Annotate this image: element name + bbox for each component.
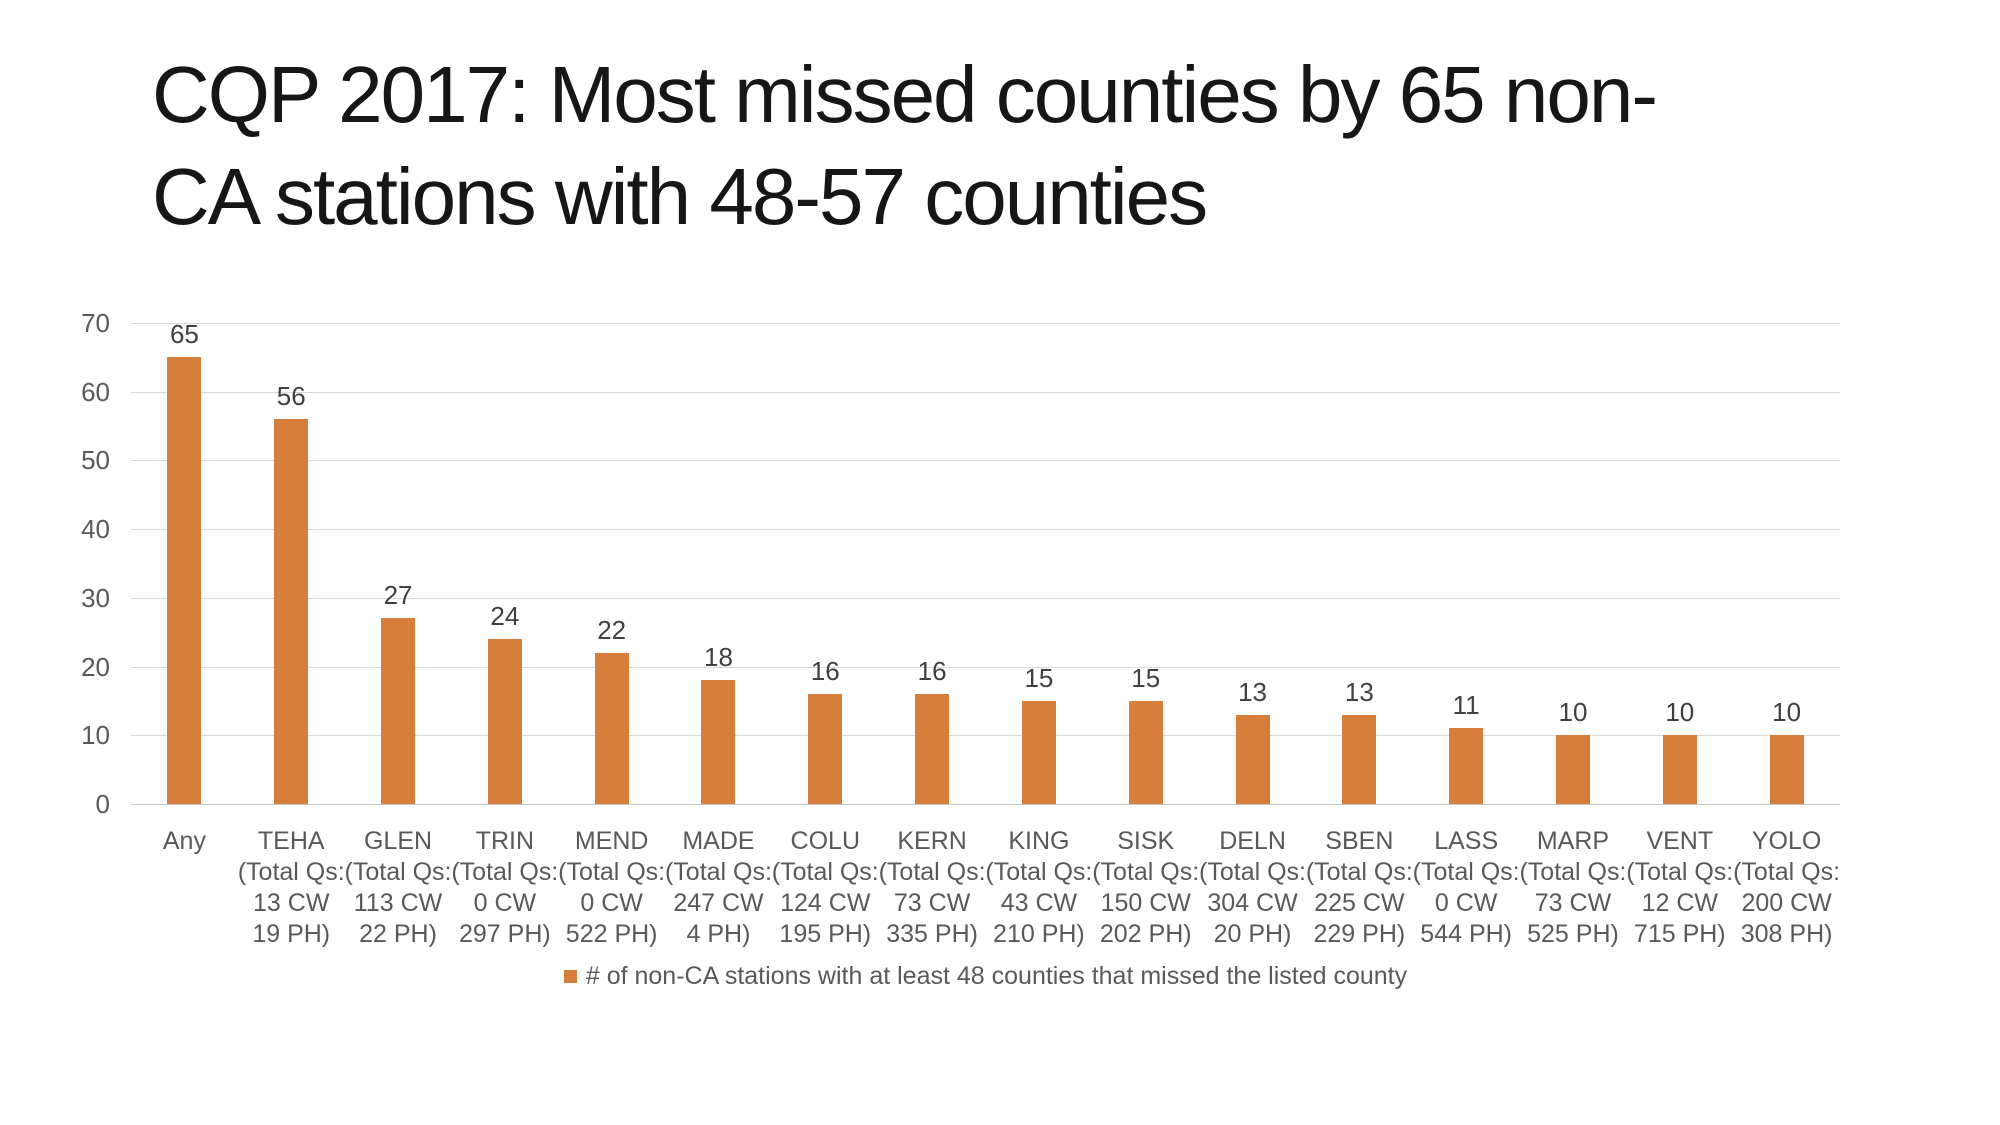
- bar: [274, 419, 309, 804]
- bar: [381, 618, 416, 804]
- y-tick-label: 50: [81, 445, 110, 476]
- bar: [701, 680, 736, 804]
- gridline: [131, 323, 1840, 324]
- legend-swatch-icon: [563, 970, 577, 983]
- category-slot: 15 SISK (Total Qs: 150 CW 202 PH): [1092, 324, 1199, 948]
- gridline: [131, 735, 1840, 737]
- value-label: 11: [1452, 690, 1480, 721]
- bar: [1662, 735, 1697, 804]
- bar: [1342, 714, 1377, 804]
- bar: [1235, 714, 1270, 804]
- category-label: GLEN (Total Qs: 113 CW 22 PH): [344, 827, 452, 948]
- value-label: 16: [810, 656, 840, 687]
- category-slot: 10 VENT (Total Qs: 12 CW 715 PH): [1626, 324, 1733, 948]
- bar: [167, 357, 202, 804]
- bar: [1449, 728, 1484, 804]
- category-label: VENT (Total Qs: 12 CW 715 PH): [1626, 827, 1734, 948]
- bar: [808, 694, 843, 804]
- category-label: Any: [162, 827, 206, 855]
- bar: [1769, 735, 1804, 804]
- y-tick-label: 0: [95, 789, 110, 819]
- chart-title-line-1: CQP 2017: Most missed counties by 65 non…: [152, 50, 1658, 139]
- category-label: MARP (Total Qs: 73 CW 525 PH): [1519, 827, 1627, 948]
- category-slot: 15 KING (Total Qs: 43 CW 210 PH): [985, 324, 1092, 948]
- category-slot: 16 COLU (Total Qs: 124 CW 195 PH): [772, 324, 879, 948]
- bar: [594, 652, 629, 804]
- category-label: KING (Total Qs: 43 CW 210 PH): [985, 827, 1093, 948]
- bar: [487, 639, 522, 804]
- category-slot: 22 MEND (Total Qs: 0 CW 522 PH): [558, 324, 665, 948]
- y-tick-label: 30: [81, 582, 110, 613]
- category-label: DELN (Total Qs: 304 CW 20 PH): [1199, 827, 1307, 948]
- y-tick-label: 20: [81, 651, 110, 682]
- gridline: [131, 804, 1840, 805]
- category-label: SISK (Total Qs: 150 CW 202 PH): [1092, 827, 1200, 948]
- category-label: COLU (Total Qs: 124 CW 195 PH): [771, 827, 879, 948]
- category-label: SBEN (Total Qs: 225 CW 229 PH): [1305, 827, 1413, 948]
- category-slot: 24 TRIN (Total Qs: 0 CW 297 PH): [451, 324, 558, 948]
- bar-chart: 0 10 20 30 40 50 60 70 65 Any 56 TEHA (Total Qs: 13 C…: [81, 309, 1840, 948]
- category-label: YOLO (Total Qs: 200 CW 308 PH): [1733, 827, 1841, 948]
- value-label: 13: [1344, 676, 1374, 707]
- category-label: MADE (Total Qs: 247 CW 4 PH): [664, 827, 772, 948]
- value-label: 24: [490, 601, 520, 632]
- value-label: 18: [704, 642, 733, 673]
- value-label: 13: [1238, 676, 1267, 707]
- value-label: 15: [1024, 662, 1054, 693]
- chart-title-line-2: CA stations with 48-57 counties: [152, 152, 1208, 241]
- value-label: 10: [1665, 697, 1695, 728]
- y-tick-label: 60: [81, 376, 110, 407]
- category-label: LASS (Total Qs: 0 CW 544 PH): [1412, 827, 1520, 948]
- category-label: MEND (Total Qs: 0 CW 522 PH): [558, 827, 666, 948]
- gridline: [131, 460, 1840, 462]
- category-slot: 11 LASS (Total Qs: 0 CW 544 PH): [1413, 324, 1520, 948]
- y-tick-label: 10: [81, 720, 110, 751]
- bar: [1128, 700, 1163, 804]
- category-slot: 27 GLEN (Total Qs: 113 CW 22 PH): [345, 324, 452, 948]
- category-slot: 13 DELN (Total Qs: 304 CW 20 PH): [1199, 324, 1306, 948]
- value-label: 16: [917, 656, 947, 687]
- bar: [1555, 735, 1590, 804]
- category-label: TEHA (Total Qs: 13 CW 19 PH): [237, 827, 345, 948]
- category-slot: 13 SBEN (Total Qs: 225 CW 229 PH): [1306, 324, 1413, 948]
- category-slot: 56 TEHA (Total Qs: 13 CW 19 PH): [238, 324, 345, 948]
- category-slot: 16 KERN (Total Qs: 73 CW 335 PH): [879, 324, 986, 948]
- category-label: KERN (Total Qs: 73 CW 335 PH): [878, 827, 986, 948]
- category-slot: 10 MARP (Total Qs: 73 CW 525 PH): [1519, 324, 1626, 948]
- value-label: 65: [169, 319, 199, 350]
- value-label: 22: [597, 614, 627, 645]
- legend-label: # of non-CA stations with at least 48 co…: [585, 962, 1408, 990]
- category-slot: 65 Any: [131, 319, 238, 855]
- category-label: TRIN (Total Qs: 0 CW 297 PH): [451, 827, 559, 948]
- gridline: [131, 597, 1840, 599]
- value-label: 10: [1558, 697, 1588, 728]
- bar: [915, 694, 950, 804]
- gridline: [131, 666, 1840, 668]
- value-label: 27: [383, 580, 413, 611]
- value-label: 10: [1772, 697, 1802, 728]
- y-tick-label: 70: [81, 308, 110, 338]
- value-label: 56: [276, 381, 306, 412]
- gridline: [131, 391, 1840, 393]
- bar: [1021, 700, 1056, 804]
- category-slot: 18 MADE (Total Qs: 247 CW 4 PH): [665, 324, 772, 948]
- chart-title: CQP 2017: Most missed counties by 65 non…: [152, 44, 1912, 248]
- value-label: 15: [1131, 662, 1161, 693]
- legend: # of non-CA stations with at least 48 co…: [131, 962, 1840, 991]
- category-slot: 10 YOLO (Total Qs: 200 CW 308 PH): [1733, 324, 1840, 948]
- y-tick-label: 40: [81, 514, 110, 545]
- gridline: [131, 529, 1840, 531]
